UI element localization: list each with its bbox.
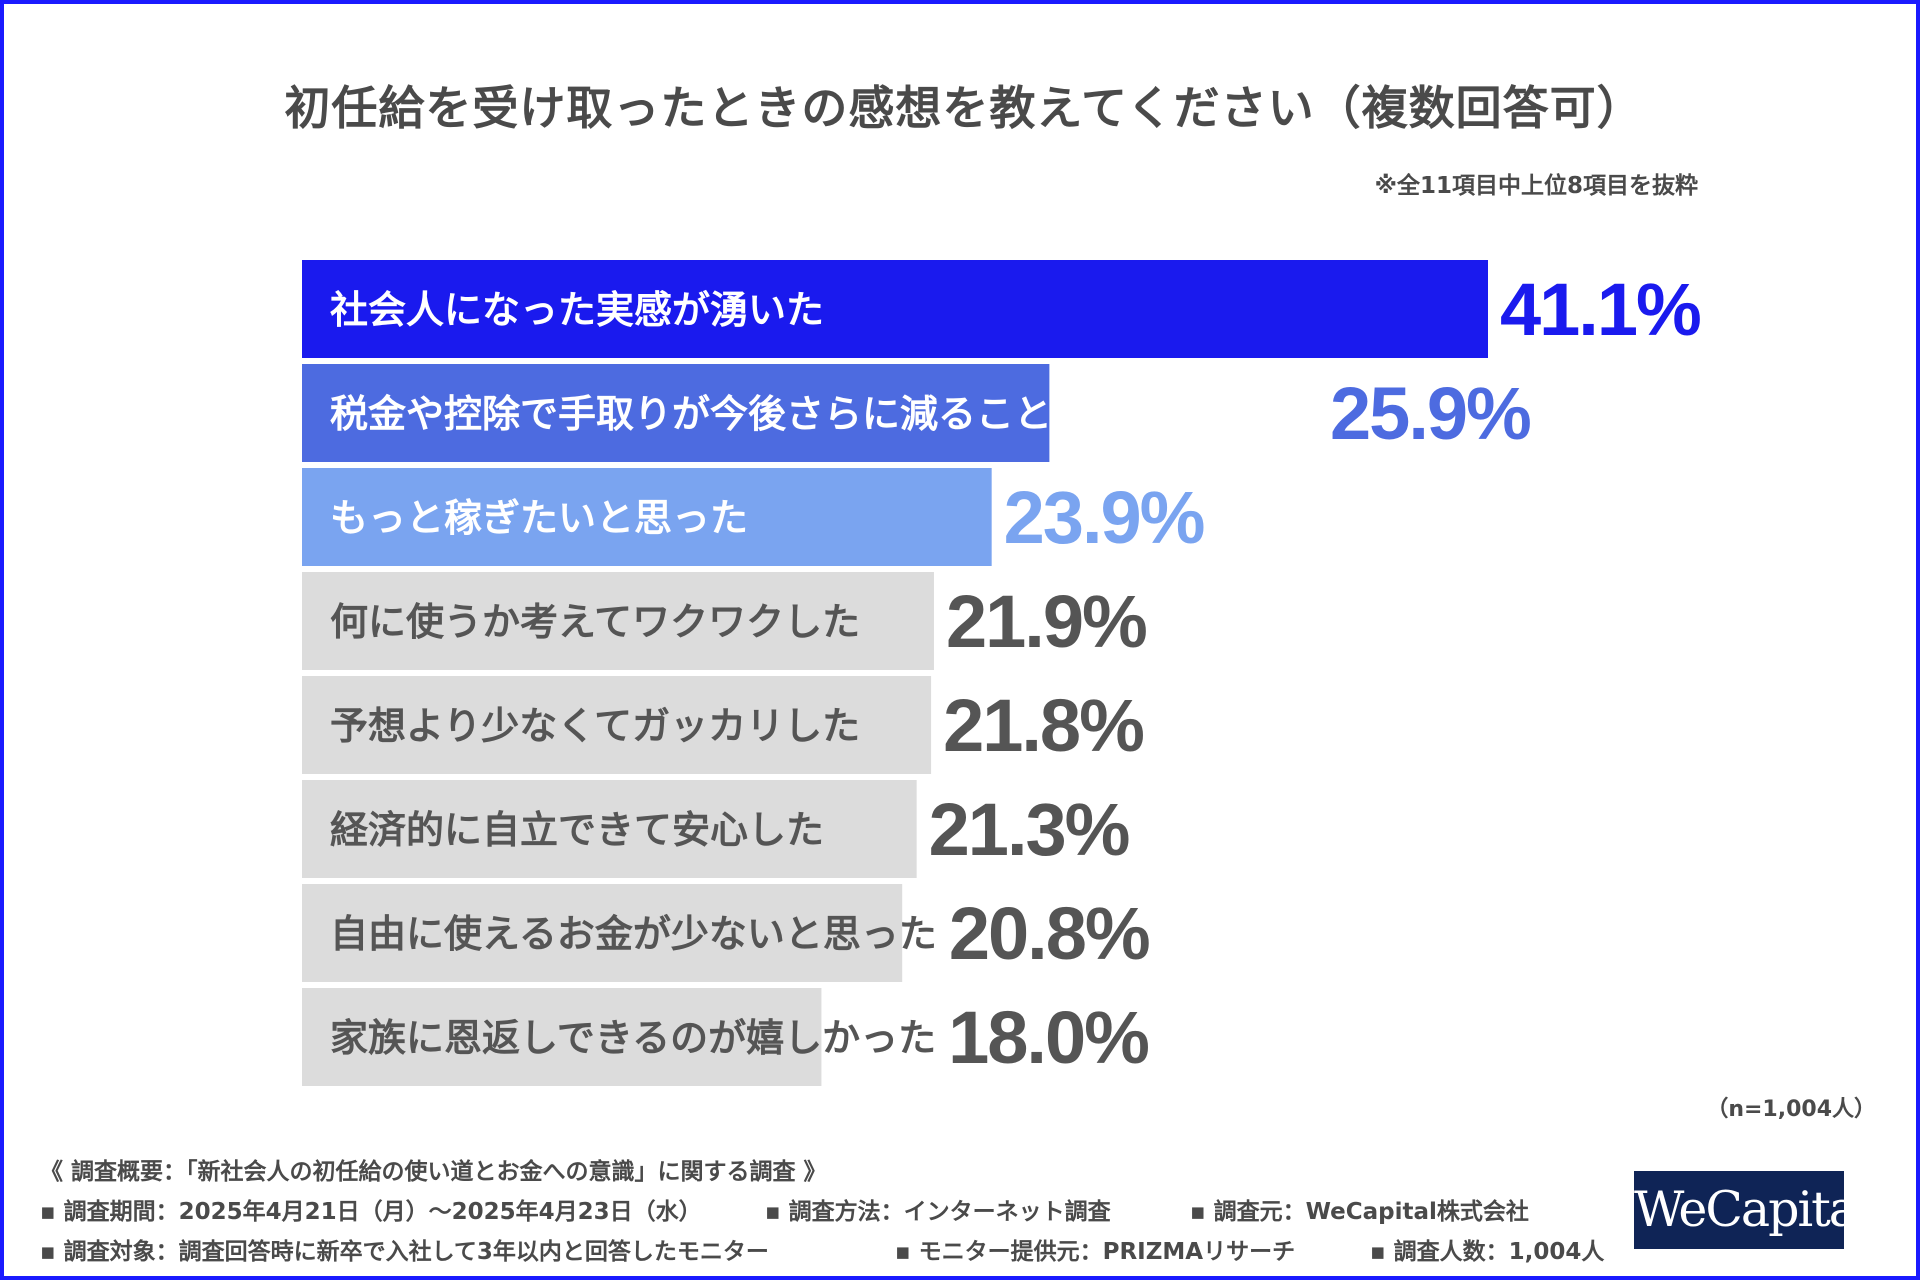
bar-label-4: 何に使うか考えてワクワクした (330, 600, 860, 644)
bar-2 (302, 364, 1050, 462)
bar-chart: 社会人になった実感が湧いた 41.1% 税金や控除で手取りが今後さらに減ることに不安… (302, 260, 1702, 1086)
survey-method: ▪ 調査方法：インターネット調査 (765, 1199, 1111, 1225)
bar-label-2: 税金や控除で手取りが今後さらに減ることに不安になった (330, 392, 1318, 436)
survey-overview: 《 調査概要：「新社会人の初任給の使い道とお金への意識」に関する調査 》 ▪ 調… (40, 1152, 1604, 1272)
bar-7 (302, 884, 903, 982)
bar-4 (302, 572, 934, 670)
value-label-7: 20.8% (949, 892, 1149, 975)
wecapital-logo: WeCapital (1634, 1171, 1872, 1249)
survey-count: ▪ 調査人数：1,004人 (1370, 1239, 1605, 1265)
survey-target: ▪ 調査対象：調査回答時に新卒で入社して3年以内と回答したモニター (40, 1239, 769, 1265)
bar-3 (302, 468, 992, 566)
survey-provider: ▪ モニター提供元：PRIZMAリサーチ (895, 1239, 1296, 1265)
bar-8 (302, 988, 822, 1086)
survey-source: ▪ 調査元：WeCapital株式会社 (1190, 1199, 1529, 1225)
chart-note: ※全11項目中上位8項目を抜粋 (1374, 173, 1698, 199)
survey-period: ▪ 調査期間：2025年4月21日（月）〜2025年4月23日（水） (40, 1199, 702, 1225)
value-label-8: 18.0% (948, 996, 1148, 1079)
bar-1 (302, 260, 1488, 358)
bar-6 (302, 780, 917, 878)
bar-label-3: もっと稼ぎたいと思った (330, 496, 748, 540)
bar-5 (302, 676, 932, 774)
survey-row-1: ▪ 調査期間：2025年4月21日（月）〜2025年4月23日（水） ▪ 調査方法… (40, 1192, 1604, 1232)
value-label-3: 23.9% (1004, 476, 1204, 559)
value-label-6: 21.3% (929, 788, 1129, 871)
bar-label-6: 経済的に自立できて安心した (330, 808, 824, 852)
bar-label-5: 予想より少なくてガッカリした (330, 704, 860, 748)
chart-title: 初任給を受け取ったときの感想を教えてください（複数回答可） (284, 81, 1644, 135)
bar-label-8: 家族に恩返しできるのが嬉しかった (330, 1016, 936, 1060)
bar-label-1: 社会人になった実感が湧いた (330, 288, 824, 332)
value-label-2: 25.9% (1330, 372, 1530, 455)
value-label-1: 41.1% (1500, 268, 1700, 351)
value-label-5: 21.8% (943, 684, 1143, 767)
bar-label-7: 自由に使えるお金が少ないと思った (330, 912, 937, 956)
survey-heading: 《 調査概要：「新社会人の初任給の使い道とお金への意識」に関する調査 》 (40, 1159, 827, 1185)
value-label-4: 21.9% (946, 580, 1146, 663)
survey-row-2: ▪ 調査対象：調査回答時に新卒で入社して3年以内と回答したモニター ▪ モニター提… (40, 1232, 1604, 1272)
sample-size: （n=1,004人） (1706, 1097, 1876, 1122)
